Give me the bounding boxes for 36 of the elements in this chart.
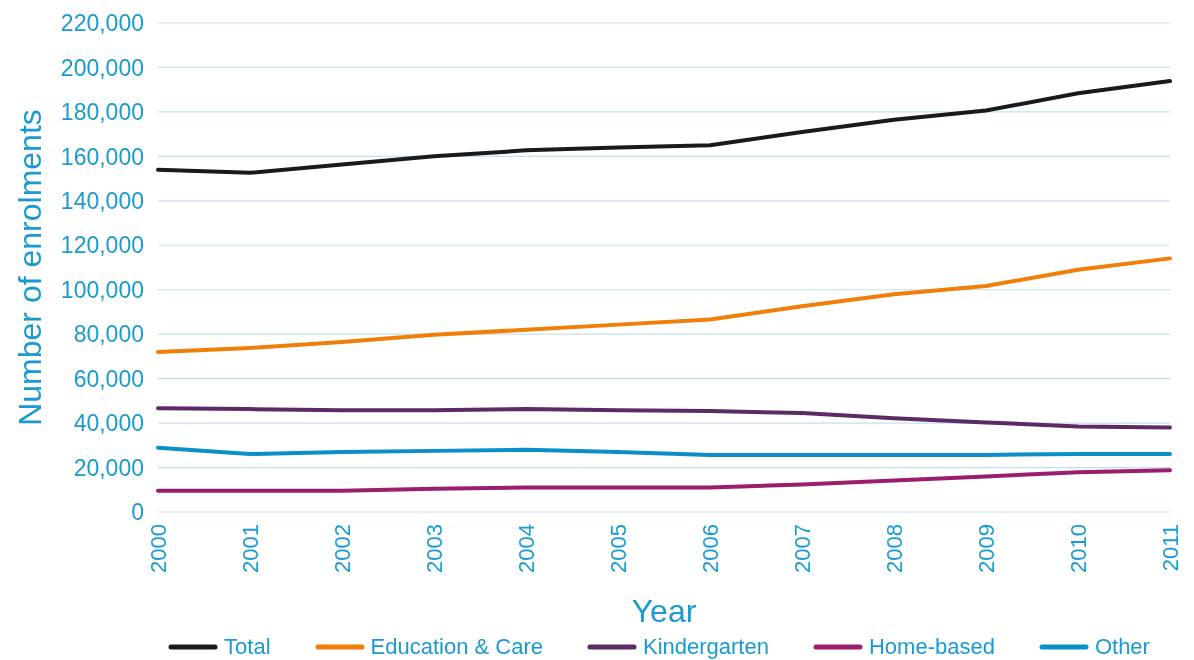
y-tick-label: 120,000	[60, 232, 144, 259]
x-tick-label: 2000	[145, 524, 171, 573]
x-tick-label: 2009	[973, 524, 999, 573]
y-tick-label: 100,000	[60, 276, 144, 303]
x-tick-label: 2002	[329, 524, 355, 573]
x-tick-label: 2007	[789, 524, 815, 573]
x-tick-label: 2001	[237, 524, 263, 573]
legend-label: Kindergarten	[642, 634, 769, 660]
x-axis-title: Year	[631, 593, 697, 629]
line-series	[156, 256, 1172, 354]
x-tick-label: 2003	[421, 524, 447, 573]
y-tick-label: 80,000	[73, 321, 144, 348]
y-tick-label: 20,000	[73, 454, 144, 481]
legend-label: Education & Care	[370, 634, 543, 660]
legend-label: Other	[1094, 634, 1150, 660]
line-series	[156, 79, 1172, 175]
y-axis-title: Number of enrolments	[12, 109, 48, 426]
x-tick-label: 2008	[881, 524, 907, 573]
legend-label: Home-based	[868, 634, 995, 660]
line-series	[156, 445, 1172, 457]
x-tick-label: 2010	[1065, 524, 1091, 573]
y-tick-label: 180,000	[60, 99, 144, 126]
x-tick-label: 2011	[1157, 524, 1183, 572]
y-tick-label: 60,000	[73, 365, 144, 392]
y-tick-label: 160,000	[60, 143, 144, 170]
x-tick-label: 2006	[697, 524, 723, 573]
x-tick-label: 2005	[605, 524, 631, 573]
y-tick-label: 140,000	[60, 187, 144, 214]
y-tick-label: 40,000	[73, 410, 144, 437]
y-tick-label: 220,000	[60, 10, 144, 37]
line-series	[156, 406, 1172, 430]
legend-label: Total	[224, 634, 271, 660]
line-series	[156, 468, 1172, 493]
y-tick-label: 0	[131, 499, 144, 526]
x-tick-label: 2004	[513, 524, 539, 573]
y-tick-label: 200,000	[60, 54, 144, 81]
